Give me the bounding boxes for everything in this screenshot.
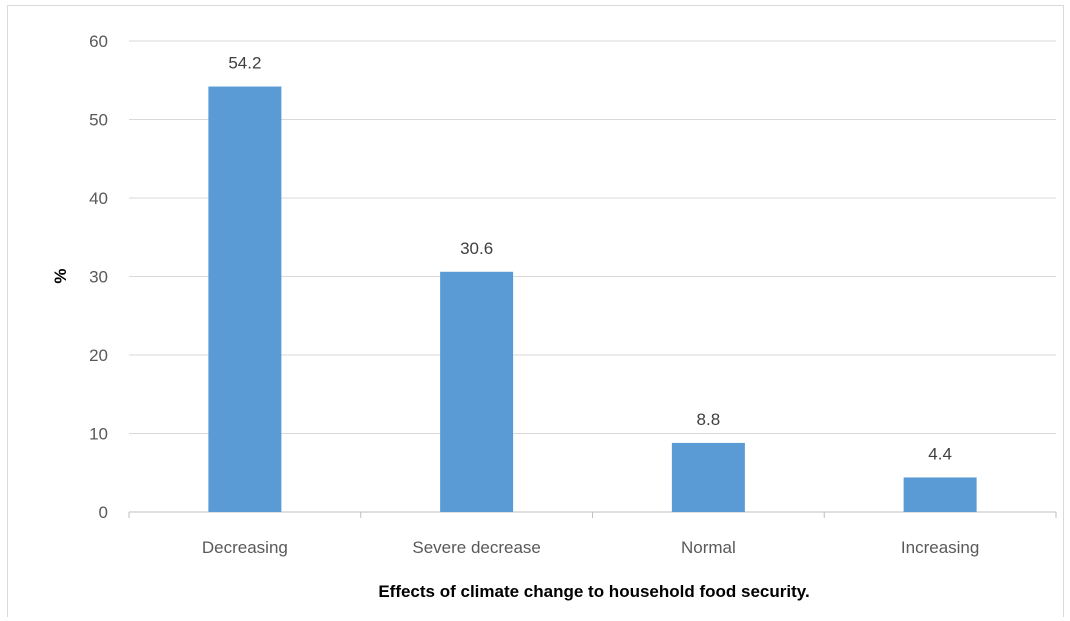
- y-tick-label: 40: [89, 189, 108, 208]
- y-tick-label: 10: [89, 425, 108, 444]
- data-label: 8.8: [697, 410, 721, 429]
- data-labels: 54.2 30.6 8.8 4.4: [228, 54, 952, 464]
- data-label: 4.4: [928, 444, 952, 463]
- bar-severe-decrease: [440, 271, 514, 512]
- y-tick-label: 20: [89, 346, 108, 365]
- x-category-label: Severe decrease: [412, 538, 541, 557]
- x-category-label: Decreasing: [202, 538, 288, 557]
- y-tick-label: 60: [89, 32, 108, 51]
- y-tick-labels: 0 10 20 30 40 50 60: [89, 32, 108, 522]
- x-category-label: Normal: [681, 538, 736, 557]
- bar-increasing: [903, 477, 977, 512]
- bar-decreasing: [208, 86, 282, 512]
- data-label: 30.6: [460, 239, 493, 258]
- chart-frame: [7, 5, 1064, 617]
- gridlines: [128, 40, 1057, 518]
- y-tick-label: 30: [89, 268, 108, 287]
- y-tick-label: 50: [89, 111, 108, 130]
- x-category-labels: Decreasing Severe decrease Normal Increasin…: [202, 538, 979, 557]
- y-tick-label: 0: [99, 503, 108, 522]
- bar-normal: [671, 442, 745, 512]
- bars: [208, 86, 977, 512]
- x-axis-title: Effects of climate change to household f…: [378, 582, 809, 601]
- y-axis-title: %: [51, 268, 70, 283]
- data-label: 54.2: [228, 54, 261, 73]
- x-category-label: Increasing: [901, 538, 979, 557]
